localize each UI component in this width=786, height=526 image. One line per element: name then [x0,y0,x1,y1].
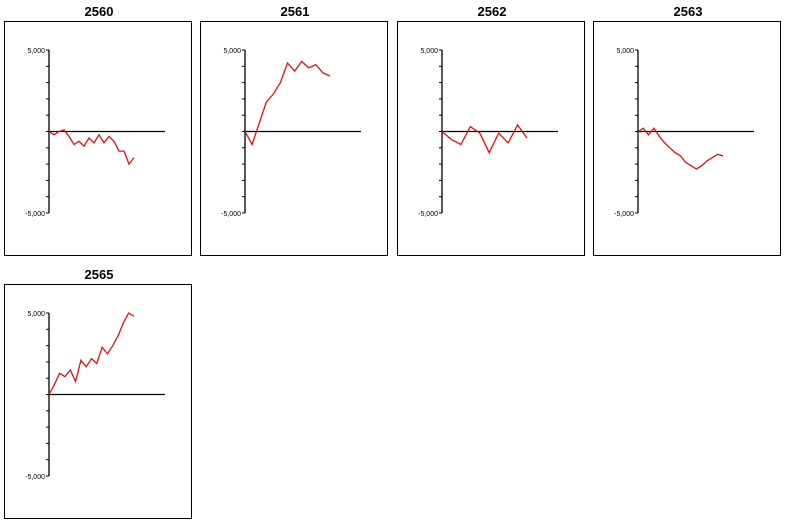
y-tick-label-top: 5,000 [27,311,45,318]
y-tick-label-top: 5,000 [616,48,634,55]
chart-title: 2560 [84,4,114,19]
chart-svg: 5,000 -5,000 [25,48,165,218]
y-tick-label-top: 5,000 [27,48,45,55]
y-tick-label-bottom: -5,000 [25,211,45,218]
chart-panel-2561: 2561 5,000 -5,000 [198,0,392,260]
series-line-0 [637,127,724,170]
chart-frame [200,21,388,256]
chart-frame [593,21,781,256]
series-line-0 [441,123,528,155]
y-tick-label-bottom: -5,000 [418,211,438,218]
chart-svg: 5,000 -5,000 [221,48,361,218]
chart-frame [397,21,585,256]
chart-svg: 5,000 -5,000 [614,48,754,218]
chart-panel-2562: 2562 5,000 -5,000 [395,0,589,260]
chart-frame [4,284,192,519]
series-line-0 [48,312,135,395]
chart-svg: 5,000 -5,000 [25,311,165,481]
series-line-0 [48,129,135,166]
chart-title: 2562 [477,4,507,19]
chart-panel-2560: 2560 5,000 -5,000 [2,0,196,260]
y-tick-label-bottom: -5,000 [25,474,45,481]
chart-title: 2565 [84,267,114,282]
chart-panel-2565: 2565 5,000 -5,000 [2,263,196,523]
chart-svg: 5,000 -5,000 [418,48,558,218]
y-tick-label-top: 5,000 [223,48,241,55]
chart-frame [4,21,192,256]
y-tick-label-bottom: -5,000 [221,211,241,218]
chart-title: 2563 [673,4,703,19]
y-tick-label-top: 5,000 [420,48,438,55]
y-tick-label-bottom: -5,000 [614,211,634,218]
chart-title: 2561 [280,4,310,19]
chart-panel-2563: 2563 5,000 -5,000 [591,0,785,260]
